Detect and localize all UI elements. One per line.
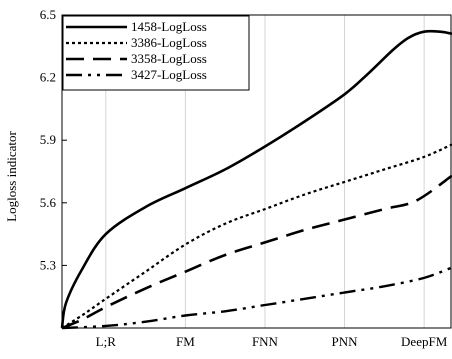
x-tick-label: PNN — [332, 334, 359, 349]
x-tick-label: FNN — [252, 334, 279, 349]
y-tick-label: 5.9 — [40, 132, 56, 147]
series-line-1458-logloss — [60, 29, 452, 329]
series-line-3427-logloss — [61, 266, 452, 330]
series-line-3358-logloss — [61, 174, 452, 330]
y-tick-label: 6.2 — [40, 70, 56, 85]
x-tick-label: DeepFM — [401, 334, 448, 349]
x-axis-ticks: L;R FM FNN PNN DeepFM — [96, 334, 448, 349]
x-tick-label: L;R — [96, 334, 117, 349]
x-tick-label: FM — [176, 334, 195, 349]
plot-frame — [61, 14, 452, 329]
y-tick-label: 5.6 — [40, 195, 57, 210]
series-lines — [60, 29, 452, 330]
y-tick-label: 5.3 — [40, 257, 56, 272]
y-tick-label: 6.5 — [40, 7, 56, 22]
legend-entry-label: 1458-LogLoss — [131, 19, 207, 34]
legend-entry-label: 3358-LogLoss — [131, 51, 207, 66]
y-axis-ticks: 5.3 5.6 5.9 6.2 6.5 — [40, 7, 67, 272]
y-axis-label: Logloss indicator — [4, 131, 19, 222]
legend-entry-label: 3427-LogLoss — [131, 67, 207, 82]
series-line-3386-logloss — [61, 143, 452, 329]
legend: 1458-LogLoss3386-LogLoss3358-LogLoss3427… — [62, 15, 250, 91]
legend-entry-label: 3386-LogLoss — [131, 35, 207, 50]
legend-box — [62, 15, 250, 91]
